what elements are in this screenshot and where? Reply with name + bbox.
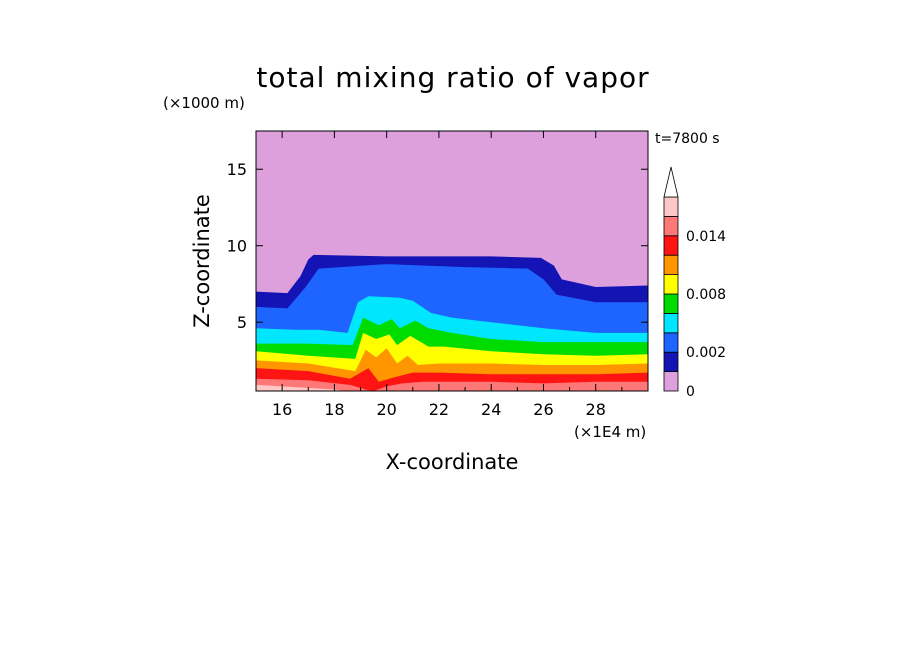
time-label: t=7800 s <box>655 131 720 147</box>
colorbar-segment <box>663 254 679 275</box>
chart-title: total mixing ratio of vapor <box>256 61 649 94</box>
x-tick-label: 28 <box>586 400 606 419</box>
colorbar-segment <box>663 274 679 295</box>
contour-plot <box>256 131 648 391</box>
x-tick-label: 20 <box>376 400 396 419</box>
x-tick-label: 24 <box>481 400 501 419</box>
colorbar-segment <box>663 312 679 334</box>
colorbar-extend-arrow <box>663 166 679 198</box>
contour-band-9 <box>256 384 648 391</box>
colorbar-segment <box>663 332 679 353</box>
colorbar-tick-label: 0 <box>686 384 695 400</box>
colorbar-tick-label: 0.014 <box>686 229 726 245</box>
colorbar-segment <box>663 196 679 217</box>
x-axis-label: X-coordinate <box>386 450 519 474</box>
x-axis: 16 18 20 22 24 26 28 <box>255 131 623 419</box>
colorbar: 0 0.002 0.008 0.014 <box>663 166 726 400</box>
x-tick-label: 16 <box>272 400 292 419</box>
x-tick-label: 26 <box>533 400 553 419</box>
colorbar-segment <box>663 215 679 237</box>
colorbar-segment <box>663 235 679 256</box>
y-axis: 5 10 15 <box>227 160 648 332</box>
colorbar-tick-label: 0.008 <box>686 287 726 303</box>
x-unit-label: (×1E4 m) <box>574 423 646 441</box>
colorbar-segment <box>663 351 679 373</box>
contour-band-8 <box>256 378 648 391</box>
y-tick-label: 10 <box>227 237 247 256</box>
x-tick-label: 22 <box>429 400 449 419</box>
y-tick-label: 5 <box>237 313 247 332</box>
colorbar-segment <box>663 371 679 392</box>
colorbar-segment <box>663 293 679 314</box>
x-tick-label: 18 <box>324 400 344 419</box>
y-unit-label: (×1000 m) <box>163 94 245 112</box>
y-tick-label: 15 <box>227 160 247 179</box>
colorbar-tick-label: 0.002 <box>686 345 726 361</box>
y-axis-label: Z-coordinate <box>190 194 214 328</box>
plot-frame <box>255 130 649 392</box>
